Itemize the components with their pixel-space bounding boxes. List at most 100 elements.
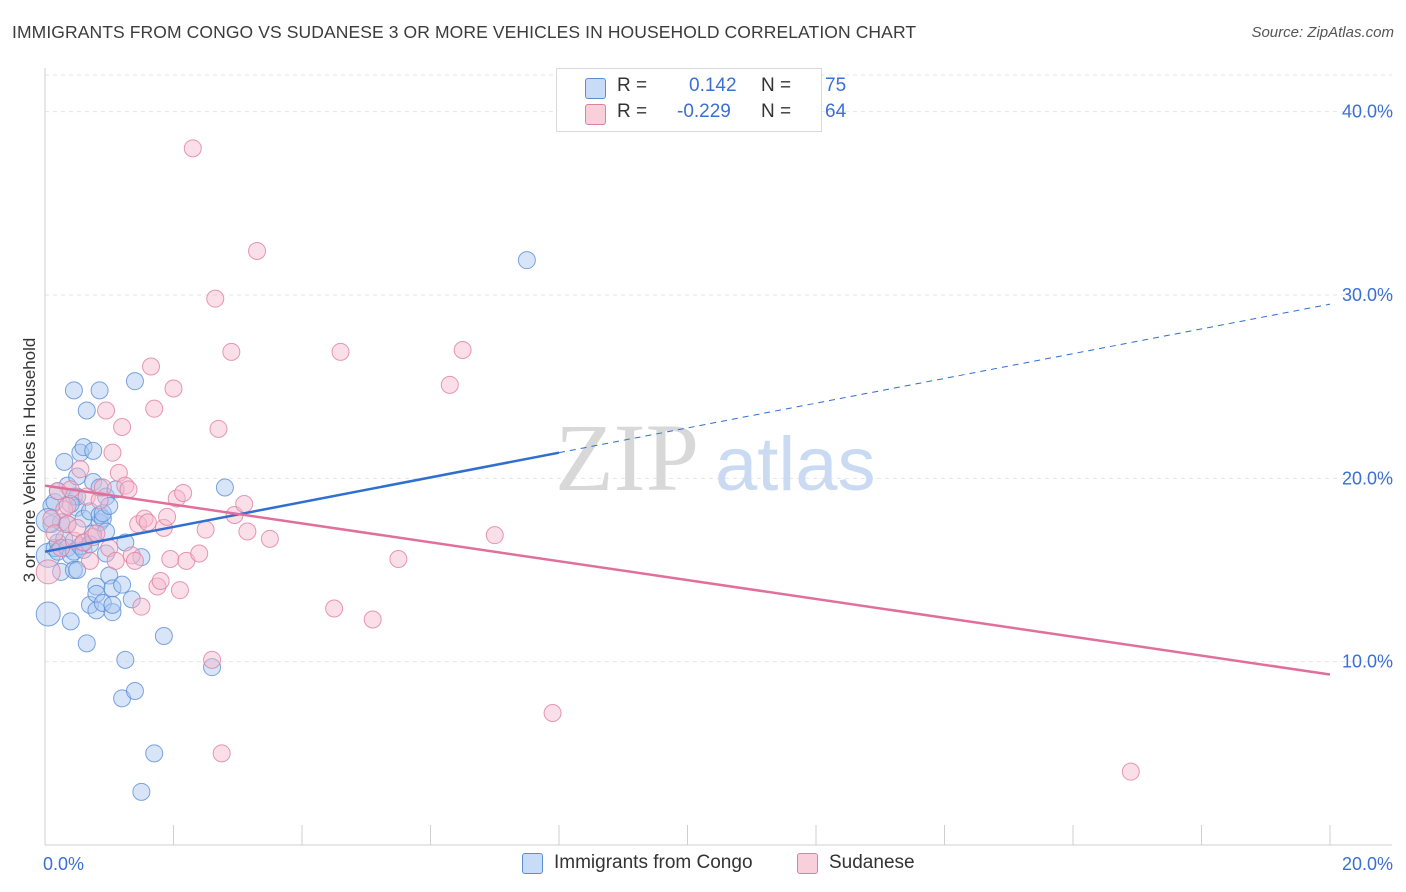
legend-swatch-congo	[585, 78, 606, 99]
sudanese-point	[122, 546, 141, 565]
sudanese-point	[125, 551, 144, 570]
sudanese-point	[203, 650, 222, 669]
sudanese-point	[485, 526, 504, 545]
congo-point	[90, 381, 109, 400]
bottom-legend-swatch-sudanese	[797, 853, 818, 874]
sudanese-point	[209, 419, 228, 438]
trend-layer	[44, 303, 1331, 676]
congo-point	[68, 561, 87, 579]
sudanese-point	[116, 476, 135, 495]
bottom-legend-label-sudanese: Sudanese	[829, 852, 915, 873]
sudanese-point	[87, 524, 106, 543]
congo-trendline	[44, 451, 560, 553]
sudanese-point	[222, 342, 241, 361]
sudanese-point	[453, 341, 472, 359]
congo-point	[90, 506, 109, 524]
congo-point	[97, 544, 116, 563]
sudanese-point	[158, 507, 177, 526]
sudanese-point	[543, 704, 562, 722]
sudanese-point	[260, 529, 279, 548]
axis-layer: 10.0% 20.0% 30.0% 40.0% 0.0% 20.0%	[43, 68, 1393, 874]
sudanese-point	[142, 357, 161, 376]
sudanese-point	[164, 379, 183, 398]
sudanese-point	[196, 520, 215, 539]
legend-n-value: 75	[825, 75, 847, 96]
congo-point	[68, 487, 87, 506]
congo-point	[77, 634, 96, 653]
sudanese-point	[35, 559, 61, 585]
sudanese-trendline	[44, 484, 1331, 676]
sudanese-point	[212, 744, 231, 763]
x-tick-label: 0.0%	[43, 854, 84, 874]
sudanese-point	[103, 443, 122, 462]
congo-point	[125, 372, 144, 391]
y-axis-label: 3 or more Vehicles in Household	[20, 337, 39, 583]
congo-point	[84, 441, 103, 460]
y-tick-label: 30.0%	[1342, 285, 1393, 305]
sudanese-point	[190, 544, 209, 563]
congo-point	[61, 612, 80, 631]
sudanese-point	[97, 401, 116, 420]
congo-point	[132, 782, 151, 801]
sudanese-point	[206, 289, 225, 308]
legend-n-label: N =	[761, 75, 792, 96]
congo-point	[122, 590, 141, 609]
sudanese-point	[106, 551, 125, 570]
y-tick-label: 40.0%	[1342, 102, 1393, 122]
sudanese-point	[440, 375, 459, 394]
congo-point	[87, 601, 106, 620]
congo-point	[203, 658, 222, 677]
sudanese-point	[132, 597, 151, 616]
sudanese-point	[42, 509, 61, 528]
x-tick-label: 20.0%	[1342, 854, 1393, 874]
congo-point	[154, 627, 173, 645]
sudanese-point	[161, 550, 180, 568]
y-tick-label: 20.0%	[1342, 468, 1393, 488]
y-tick-label: 10.0%	[1342, 652, 1393, 672]
congo-point	[55, 452, 74, 471]
sudanese-point	[238, 522, 257, 541]
sudanese-point	[148, 577, 167, 596]
watermark-atlas: atlas	[715, 422, 876, 507]
watermark-zip: ZIP	[555, 404, 699, 511]
sudanese-point	[71, 460, 90, 479]
sudanese-point	[138, 513, 157, 532]
sudanese-point	[248, 242, 267, 260]
chart-title: IMMIGRANTS FROM CONGO VS SUDANESE 3 OR M…	[12, 22, 917, 42]
congo-point	[125, 682, 144, 700]
congo-point	[74, 438, 93, 457]
sudanese-point	[331, 342, 350, 361]
sudanese-point	[55, 500, 74, 519]
sudanese-point	[93, 478, 112, 497]
sudanese-point	[58, 515, 77, 534]
congo-point	[103, 595, 122, 614]
watermark: ZIP atlas	[555, 404, 876, 511]
sudanese-point	[151, 572, 170, 590]
congo-point	[87, 577, 106, 596]
sudanese-point	[170, 581, 189, 600]
congo-point	[35, 601, 61, 627]
congo-point	[103, 603, 122, 622]
congo-point	[215, 478, 234, 497]
sudanese-point	[235, 495, 254, 513]
sudanese-point	[1121, 762, 1140, 781]
sudanese-point	[145, 399, 164, 418]
bottom-legend-swatch-congo	[522, 853, 543, 874]
legend-swatch-sudanese	[585, 104, 606, 125]
sudanese-point	[389, 550, 408, 568]
sudanese-point	[183, 139, 202, 158]
sudanese-point	[135, 509, 154, 528]
sudanese-point	[113, 418, 132, 436]
congo-point	[77, 401, 96, 420]
sudanese-point	[119, 480, 138, 499]
congo-point	[145, 744, 164, 763]
stats-legend: R = 0.142 N = 75 R = -0.229 N = 64	[556, 68, 846, 132]
bottom-legend-label-congo: Immigrants from Congo	[554, 852, 753, 873]
congo-point	[100, 496, 119, 515]
sudanese-point	[58, 496, 77, 515]
sudanese-point	[80, 551, 99, 570]
legend-r-value: -0.229	[677, 101, 731, 122]
congo-point	[517, 251, 536, 270]
sudanese-point	[174, 484, 193, 502]
